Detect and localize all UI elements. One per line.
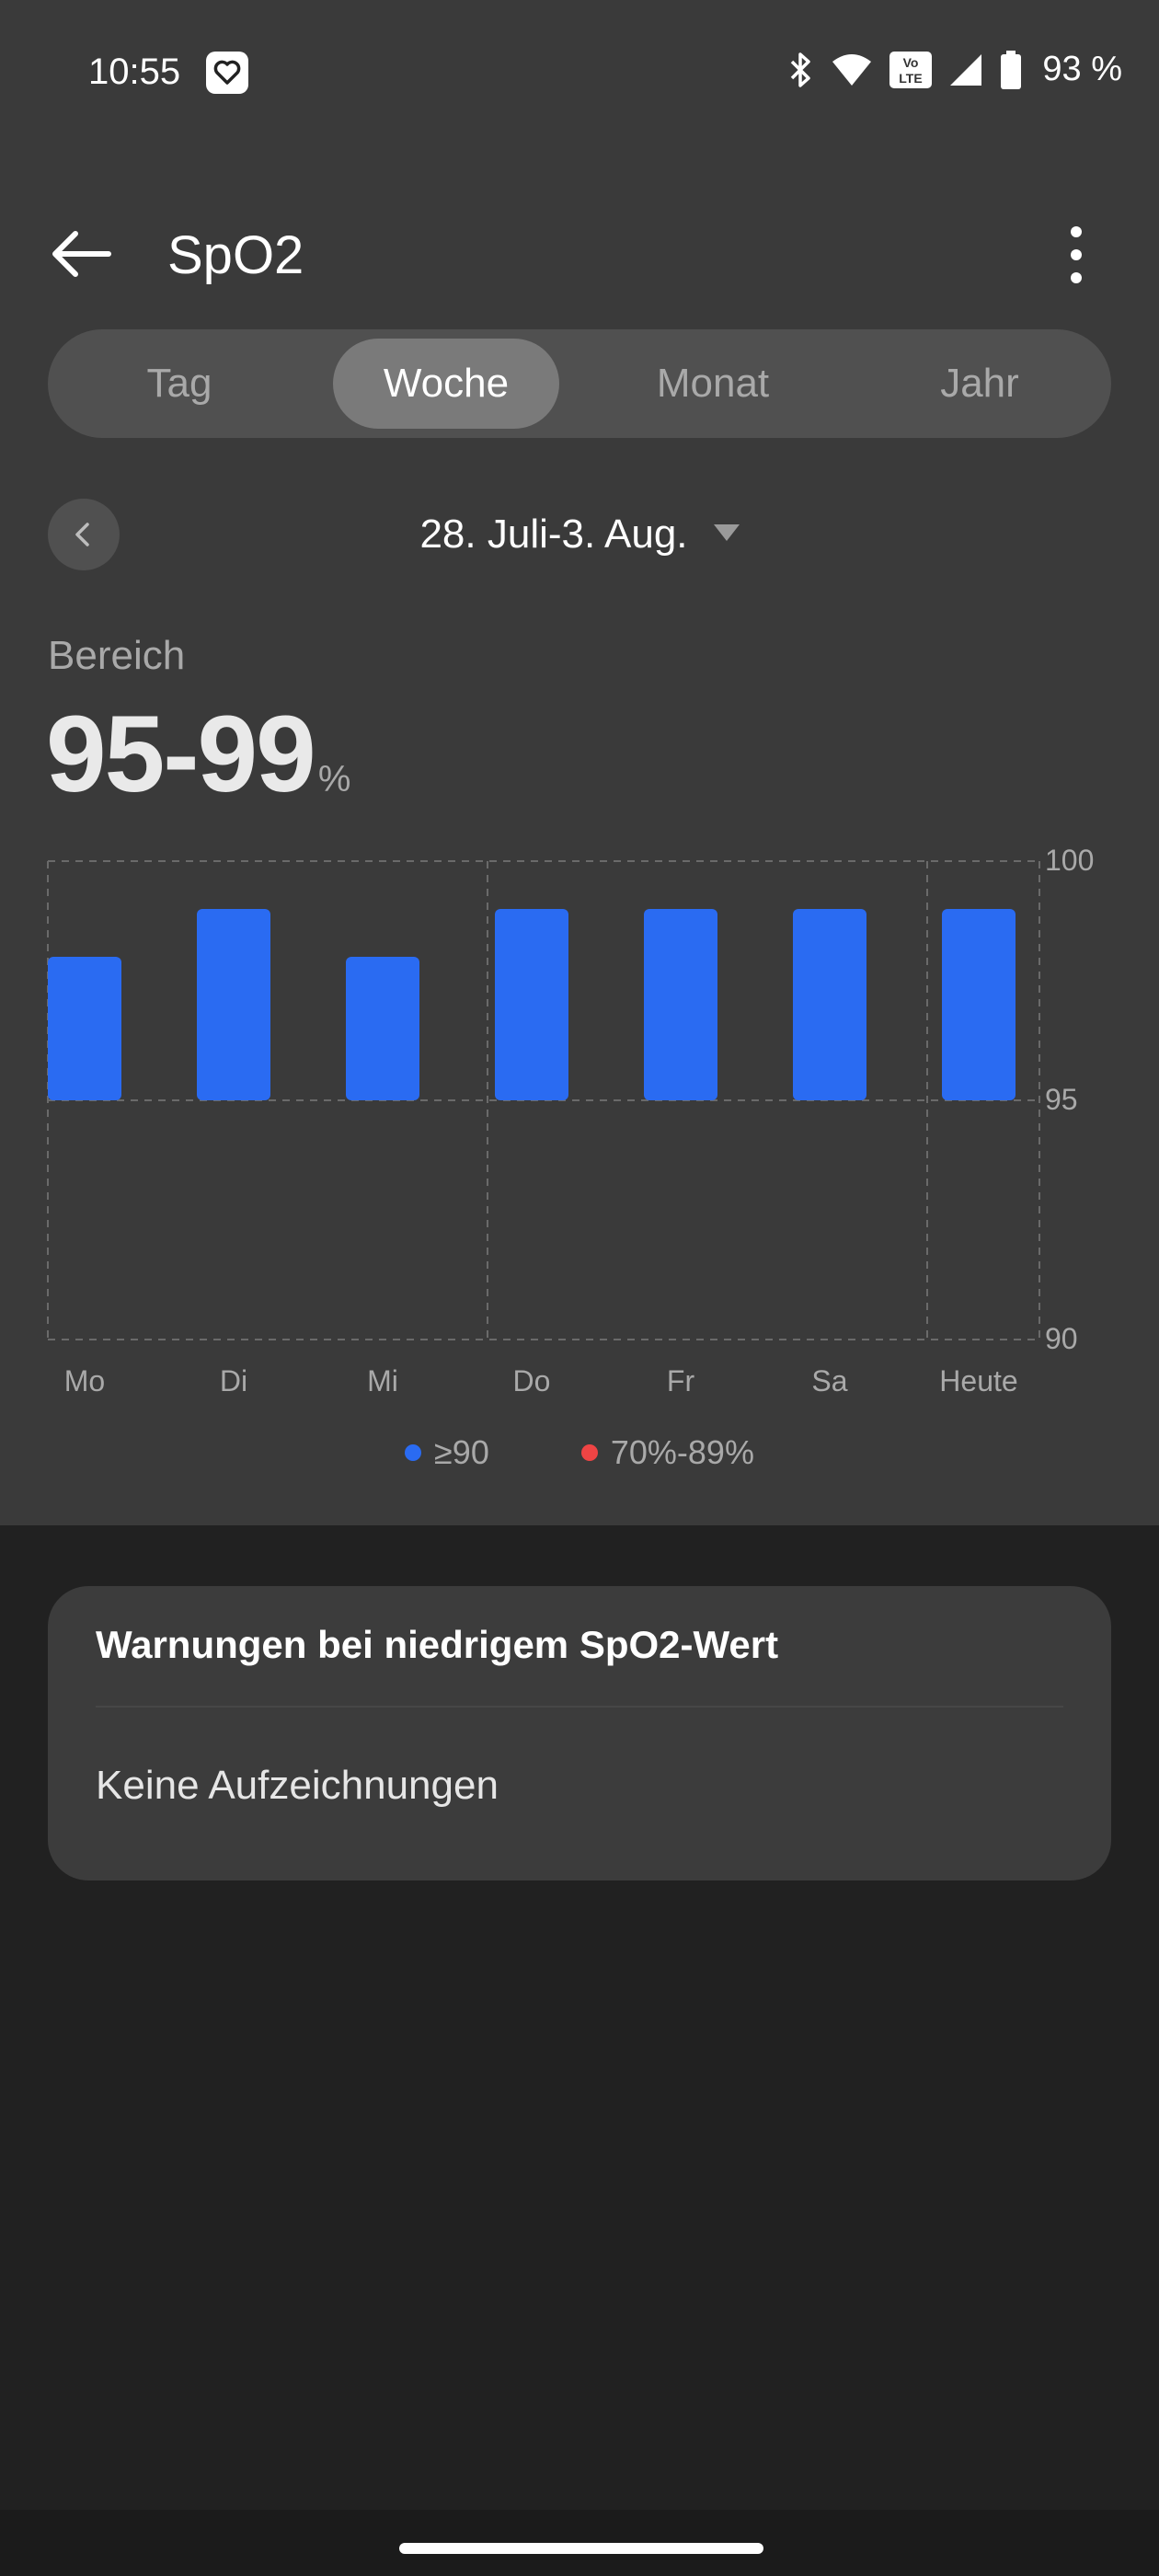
x-tick-label: Heute <box>939 1364 1017 1397</box>
svg-text:Vo: Vo <box>903 55 919 70</box>
bar-do <box>495 909 568 1100</box>
legend-label-low: 70%-89% <box>610 1433 754 1471</box>
bar-heute <box>942 909 1016 1100</box>
x-tick-label: Do <box>513 1364 551 1397</box>
previous-period-button[interactable] <box>48 499 120 570</box>
volte-icon: Vo LTE <box>889 51 933 88</box>
wifi-icon <box>831 52 873 87</box>
x-tick-label: Mi <box>367 1364 398 1397</box>
tab-jahr[interactable]: Jahr <box>940 361 1019 406</box>
tab-tag[interactable]: Tag <box>146 361 212 406</box>
legend-label-normal: ≥90 <box>434 1433 489 1471</box>
signal-icon <box>948 52 983 87</box>
top-panel <box>0 0 1159 1525</box>
spo2-weekly-chart: 100 95 90 Mo Di Mi Do Fr Sa Heute <box>47 844 1094 1397</box>
legend-item-low: 70%-89% <box>580 1433 754 1472</box>
home-indicator[interactable] <box>399 2543 763 2554</box>
tab-woche[interactable]: Woche <box>333 339 559 429</box>
card-divider <box>96 1706 1063 1708</box>
svg-text:LTE: LTE <box>900 71 923 86</box>
x-tick-label: Di <box>220 1364 247 1397</box>
status-icons: Vo LTE 93 % <box>788 50 1122 89</box>
range-value: 95-99% <box>46 692 350 817</box>
x-tick-label: Sa <box>811 1364 847 1397</box>
bar-mi <box>346 957 419 1100</box>
more-options-button[interactable] <box>1056 223 1096 287</box>
bar-mo <box>48 957 121 1100</box>
y-tick-label: 100 <box>1045 844 1094 877</box>
range-value-number: 95-99 <box>46 694 316 815</box>
range-label: Bereich <box>48 633 186 678</box>
battery-percent: 93 % <box>1042 50 1122 88</box>
status-time: 10:55 <box>88 52 181 92</box>
x-tick-label: Mo <box>64 1364 105 1397</box>
bar-sa <box>793 909 866 1100</box>
caret-down-icon <box>713 524 740 542</box>
legend-item-normal: ≥90 <box>405 1433 489 1472</box>
bluetooth-icon <box>788 51 814 89</box>
range-unit: % <box>317 759 351 799</box>
low-spo2-warnings-card[interactable]: Warnungen bei niedrigem SpO2-Wert Keine … <box>48 1586 1111 1880</box>
bar-di <box>197 909 270 1100</box>
arrow-left-icon <box>52 231 111 277</box>
card-title: Warnungen bei niedrigem SpO2-Wert <box>96 1623 779 1666</box>
period-tabs: Tag Woche Monat Jahr <box>48 329 1111 438</box>
more-vertical-icon <box>1071 226 1082 283</box>
chart-legend: ≥90 70%-89% <box>0 1433 1159 1472</box>
y-tick-label: 95 <box>1045 1083 1078 1116</box>
no-records-text: Keine Aufzeichnungen <box>96 1763 499 1808</box>
battery-icon <box>1000 50 1022 89</box>
heart-app-icon <box>206 52 248 94</box>
tab-monat[interactable]: Monat <box>656 361 770 406</box>
chevron-left-icon <box>75 523 89 546</box>
page-title: SpO2 <box>167 225 304 285</box>
date-range-label: 28. Juli-3. Aug. <box>419 512 688 557</box>
legend-dot-red <box>580 1444 598 1461</box>
y-tick-label: 90 <box>1045 1322 1078 1355</box>
legend-dot-blue <box>405 1444 422 1461</box>
x-tick-label: Fr <box>667 1364 695 1397</box>
date-range-selector[interactable]: 28. Juli-3. Aug. <box>0 512 1159 558</box>
back-button[interactable] <box>48 224 121 283</box>
bar-fr <box>644 909 717 1100</box>
